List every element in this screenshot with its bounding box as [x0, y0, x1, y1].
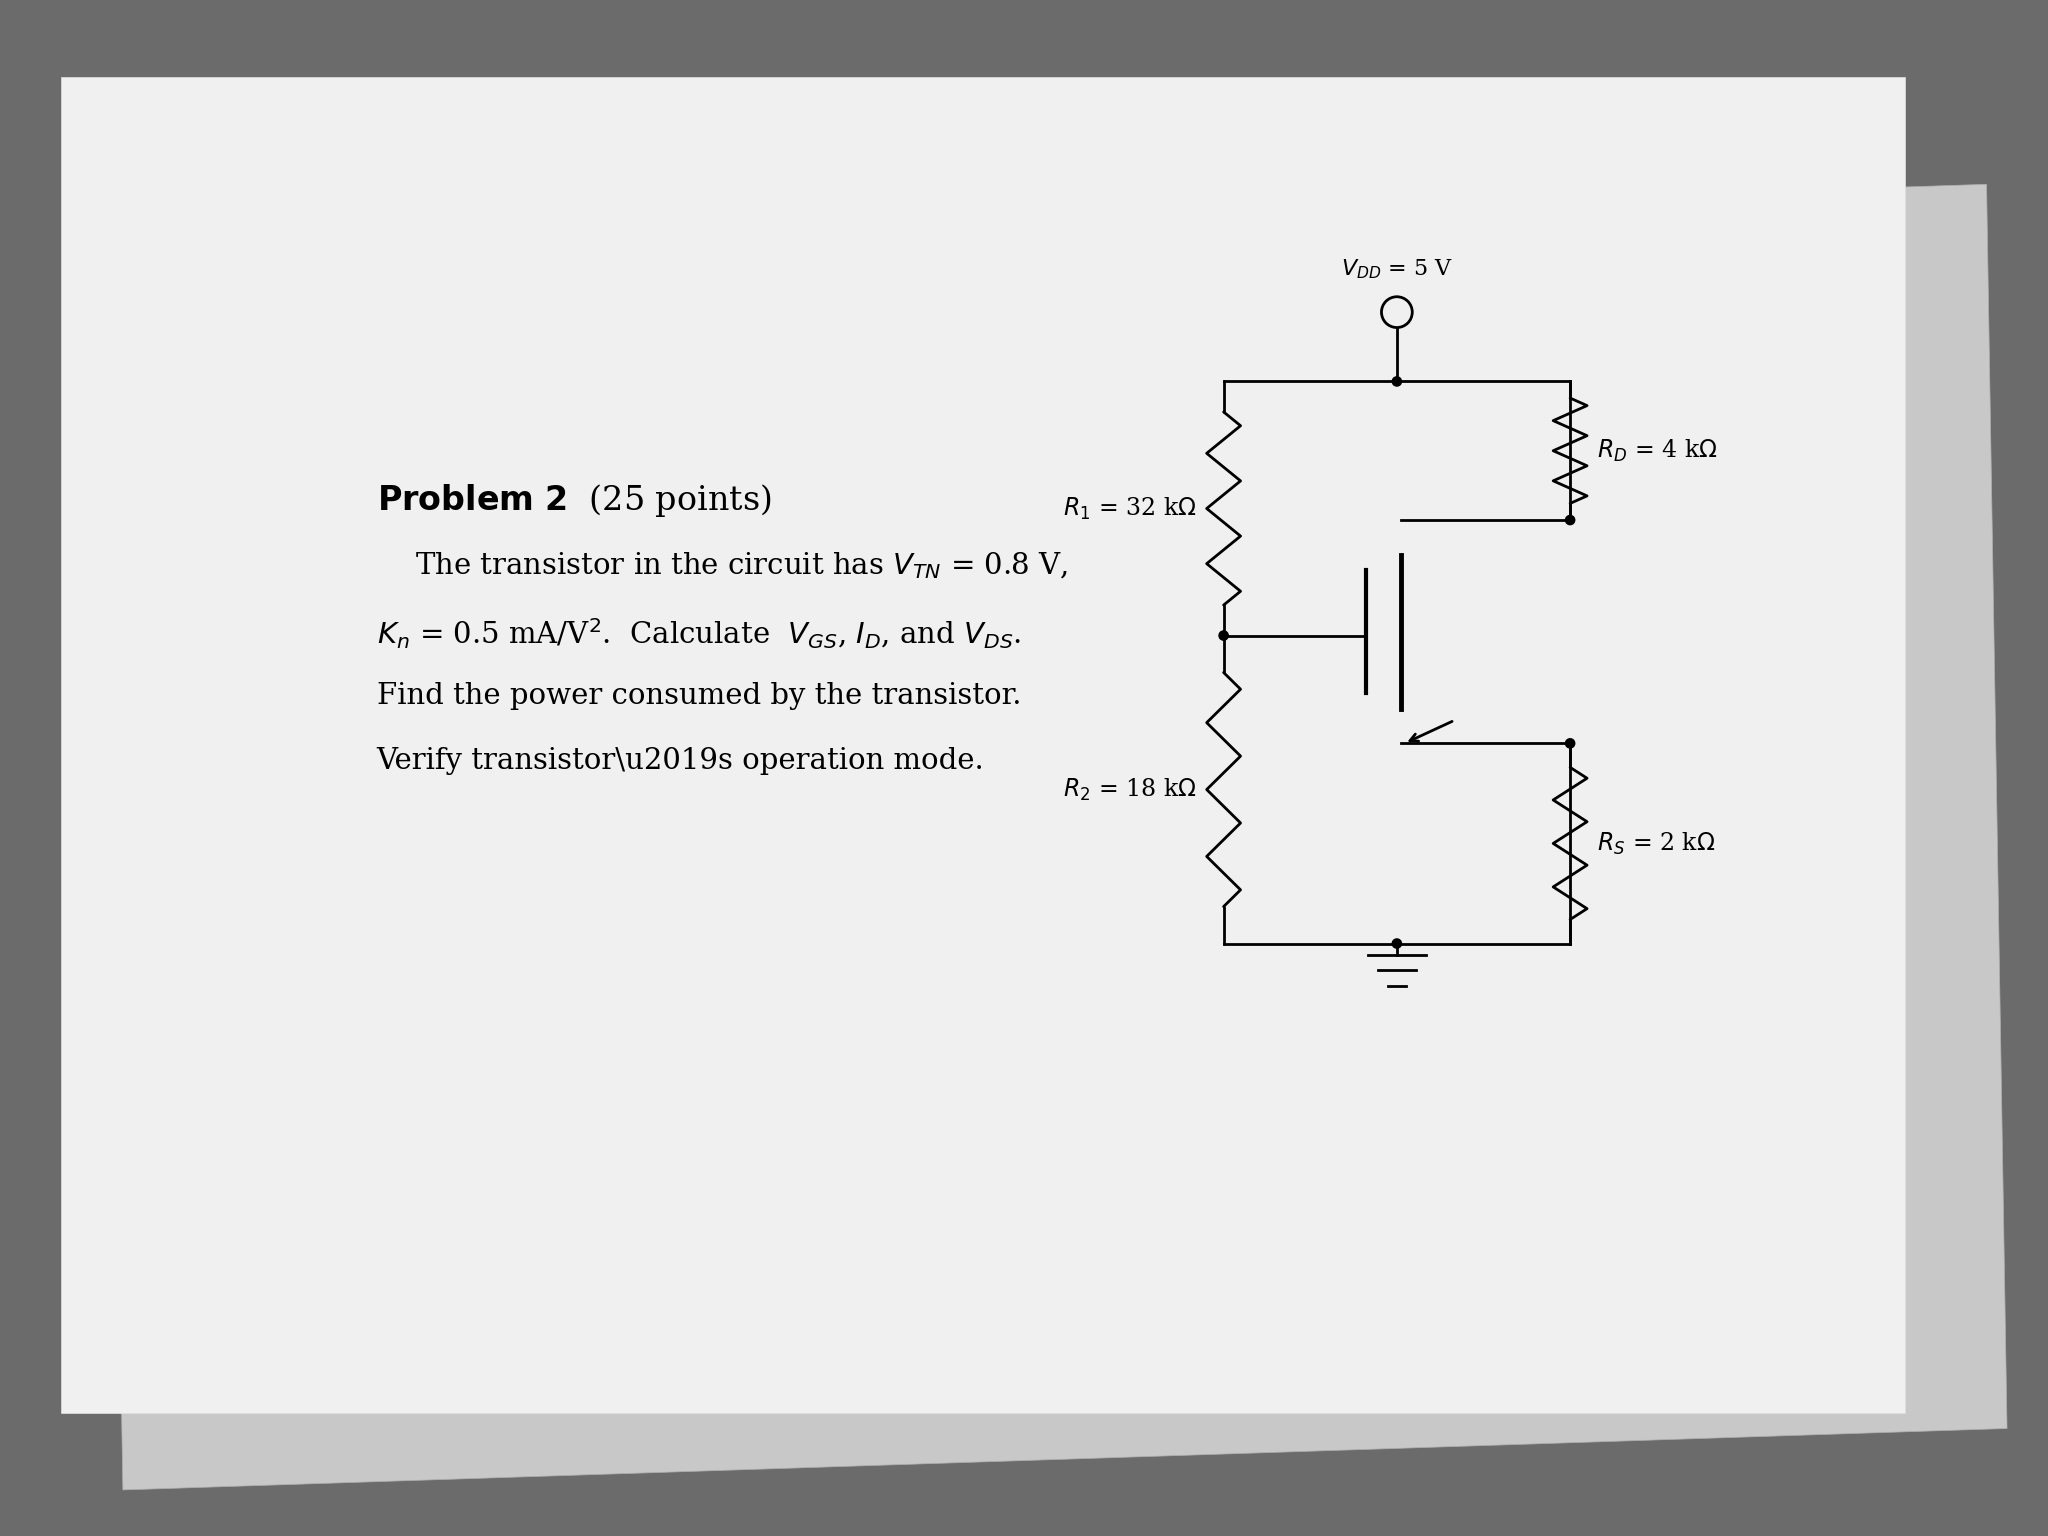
- Text: $R_S$ = 2 k$\Omega$: $R_S$ = 2 k$\Omega$: [1597, 831, 1716, 857]
- Circle shape: [1393, 376, 1401, 386]
- Text: Verify transistor\u2019s operation mode.: Verify transistor\u2019s operation mode.: [377, 746, 985, 776]
- Text: $R_1$ = 32 k$\Omega$: $R_1$ = 32 k$\Omega$: [1063, 496, 1196, 522]
- Text: Find the power consumed by the transistor.: Find the power consumed by the transisto…: [377, 682, 1022, 710]
- Text: $K_n$ = 0.5 mA/V$^2$.  Calculate  $V_{GS}$, $I_D$, and $V_{DS}$.: $K_n$ = 0.5 mA/V$^2$. Calculate $V_{GS}$…: [377, 616, 1020, 651]
- Circle shape: [1565, 516, 1575, 525]
- Text: $R_D$ = 4 k$\Omega$: $R_D$ = 4 k$\Omega$: [1597, 438, 1718, 464]
- Text: $V_{DD}$ = 5 V: $V_{DD}$ = 5 V: [1341, 258, 1452, 281]
- Text: $R_2$ = 18 k$\Omega$: $R_2$ = 18 k$\Omega$: [1063, 776, 1196, 803]
- Circle shape: [1219, 631, 1229, 641]
- Circle shape: [1393, 938, 1401, 948]
- Text: $\mathbf{Problem\ 2}$  (25 points): $\mathbf{Problem\ 2}$ (25 points): [377, 482, 770, 519]
- Circle shape: [1565, 739, 1575, 748]
- Text: The transistor in the circuit has $V_{TN}$ = 0.8 V,: The transistor in the circuit has $V_{TN…: [416, 551, 1067, 582]
